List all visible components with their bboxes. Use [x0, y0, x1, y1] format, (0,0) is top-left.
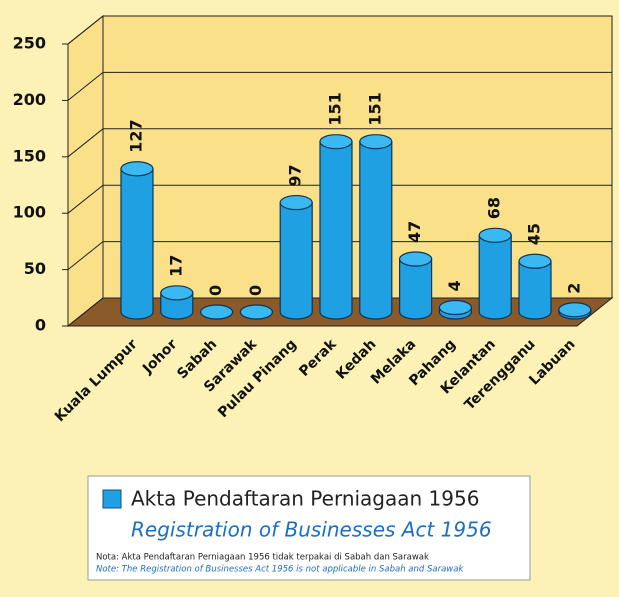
bar	[359, 141, 393, 320]
bar	[399, 258, 433, 320]
y-tick-label: 250	[13, 34, 46, 53]
bar-top	[120, 161, 154, 177]
bar	[478, 234, 512, 320]
grid-line	[67, 241, 612, 270]
bar-top	[399, 251, 433, 267]
y-tick-label: 150	[13, 146, 46, 165]
bar-top	[518, 253, 552, 269]
bar	[319, 141, 353, 320]
y-tick-label: 0	[35, 316, 46, 335]
legend-translation: Registration of Businesses Act 1956	[131, 518, 492, 542]
value-label: 151	[365, 92, 384, 125]
note: Nota: Akta Pendaftaran Perniagaan 1956 t…	[96, 553, 429, 563]
value-label: 17	[166, 255, 185, 277]
value-label: 127	[127, 119, 146, 152]
value-label: 4	[445, 280, 464, 291]
legend-box	[87, 475, 531, 581]
bar-top	[160, 285, 194, 301]
legend-label: Akta Pendaftaran Perniagaan 1956	[131, 487, 479, 511]
value-label: 68	[485, 197, 504, 219]
note-translation: Note: The Registration of Businesses Act…	[96, 565, 464, 575]
bar-top	[239, 304, 273, 320]
value-label: 47	[405, 221, 424, 243]
grid-line	[67, 184, 612, 214]
y-tick-label: 200	[13, 90, 46, 109]
value-label: 2	[564, 283, 583, 294]
value-label: 0	[246, 285, 265, 296]
value-label: 97	[286, 164, 305, 186]
bar-top	[478, 227, 512, 243]
bar	[120, 168, 154, 320]
value-label: 45	[525, 223, 544, 245]
side-wall	[67, 14, 104, 328]
y-tick-label: 50	[24, 259, 46, 278]
y-tick-label: 100	[13, 203, 46, 222]
value-label: 0	[206, 285, 225, 296]
bar-top	[319, 134, 353, 150]
bar-top	[279, 194, 313, 211]
value-label: 151	[326, 92, 345, 125]
back-wall	[102, 15, 613, 299]
grid-line	[67, 128, 612, 158]
legend-swatch	[102, 489, 122, 509]
grid-line	[67, 297, 612, 327]
bar	[279, 201, 313, 320]
bar-top	[438, 299, 472, 316]
bar-top	[200, 304, 234, 320]
grid-line	[67, 71, 612, 101]
bar	[518, 260, 552, 320]
grid-line	[67, 15, 612, 45]
bar-top	[359, 134, 393, 150]
bar-top	[558, 302, 592, 318]
